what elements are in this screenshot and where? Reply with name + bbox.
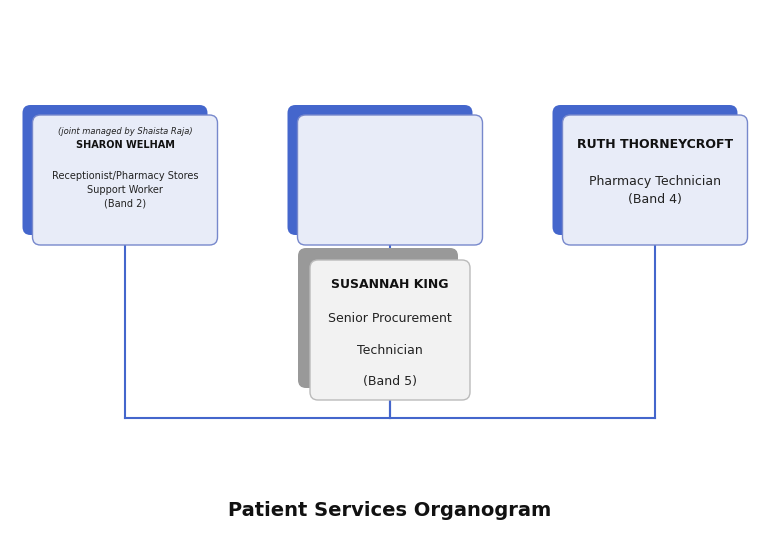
FancyBboxPatch shape — [288, 105, 473, 235]
Text: Pharmacy Technician
(Band 4): Pharmacy Technician (Band 4) — [589, 174, 721, 206]
Text: Senior Procurement

Technician

(Band 5): Senior Procurement Technician (Band 5) — [328, 312, 452, 388]
Text: SUSANNAH KING: SUSANNAH KING — [332, 279, 448, 292]
Text: SHARON WELHAM: SHARON WELHAM — [76, 140, 175, 150]
FancyBboxPatch shape — [297, 115, 483, 245]
FancyBboxPatch shape — [310, 260, 470, 400]
FancyBboxPatch shape — [23, 105, 207, 235]
FancyBboxPatch shape — [552, 105, 738, 235]
Text: RUTH THORNEYCROFT: RUTH THORNEYCROFT — [577, 138, 733, 152]
Text: (joint managed by Shaista Raja): (joint managed by Shaista Raja) — [58, 126, 193, 136]
FancyBboxPatch shape — [33, 115, 218, 245]
Text: Patient Services Organogram: Patient Services Organogram — [229, 501, 551, 519]
FancyBboxPatch shape — [298, 248, 458, 388]
Text: Receptionist/Pharmacy Stores
Support Worker
(Band 2): Receptionist/Pharmacy Stores Support Wor… — [51, 171, 198, 209]
FancyBboxPatch shape — [562, 115, 747, 245]
